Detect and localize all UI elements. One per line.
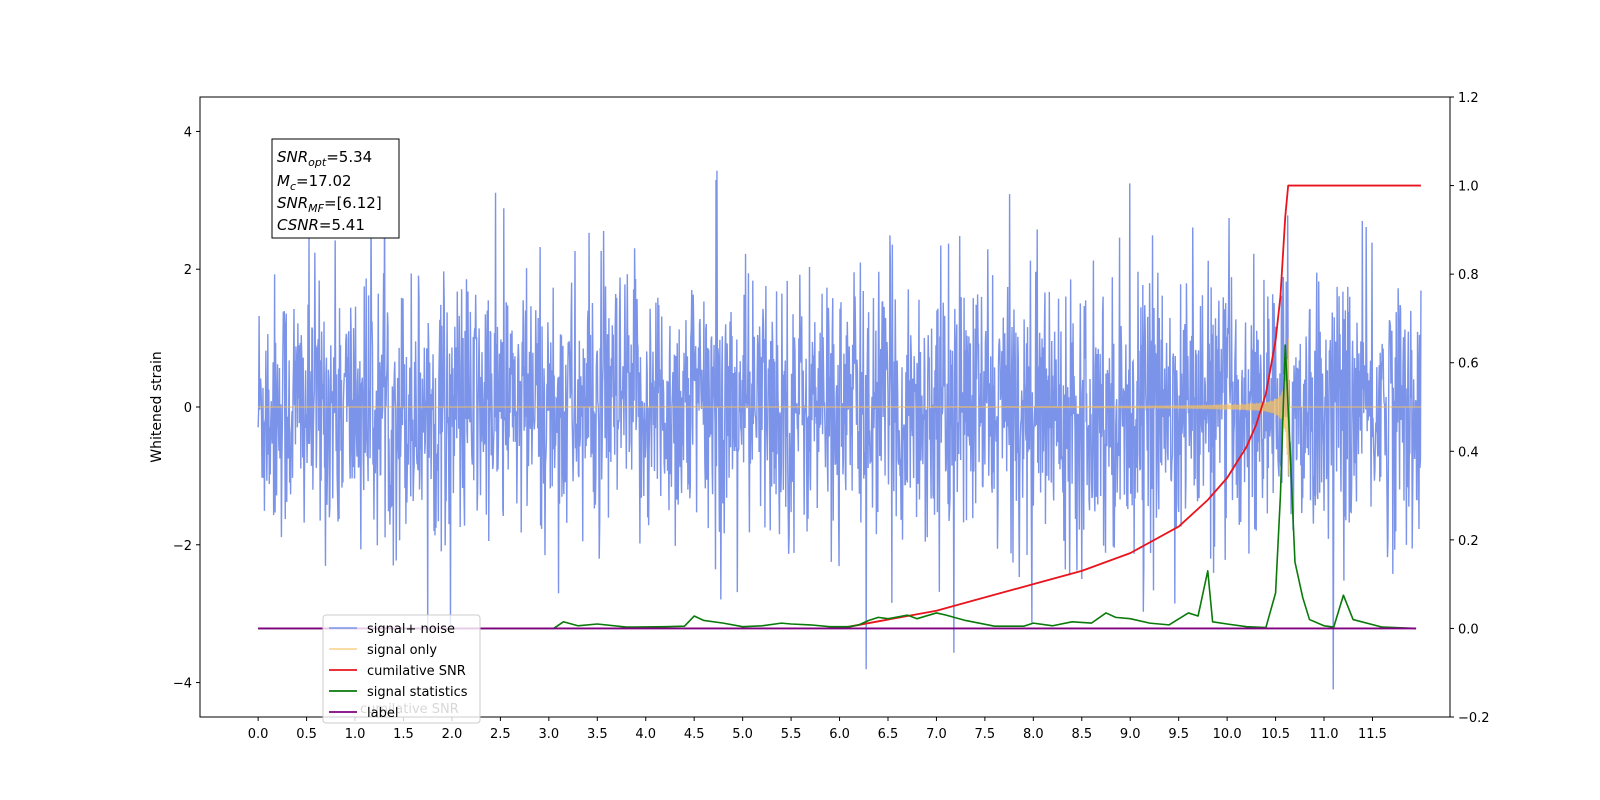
series-signal-noise [257,157,1422,690]
legend-label: signal statistics [367,685,468,700]
y-right-tick-label: 0.2 [1458,534,1479,549]
legend-label: signal+ noise [367,622,455,637]
legend-frame [322,614,481,724]
annotation-frame [271,138,400,239]
x-tick-label: 6.5 [878,727,899,742]
y-axis-label: Whitened strain [149,351,165,462]
series-signal-only [258,338,1421,476]
y-right-tick-label: 0.6 [1458,357,1479,372]
x-tick-label: 10.0 [1213,727,1242,742]
annotation-snr-opt: SNRopt=5.34 [277,148,372,169]
y-left-tick-label: 2 [184,263,192,278]
x-tick-label: 1.0 [345,727,366,742]
series-cumulative-snr [839,184,1421,630]
x-tick-label: 5.0 [732,727,753,742]
y-axis-right: 1.2 1.0 0.8 0.6 0.4 0.2 0.0 −0.2 [1450,91,1490,726]
x-tick-label: 9.0 [1120,727,1141,742]
x-tick-label: 0.0 [248,727,269,742]
x-tick-label: 7.5 [975,727,996,742]
x-tick-label: 4.0 [635,727,656,742]
y-right-tick-label: 0.0 [1458,622,1479,637]
y-right-tick-label: 0.8 [1458,268,1479,283]
legend: cumilative SNR signal+ noise signal only c… [322,614,481,724]
x-tick-label: 1.5 [393,727,414,742]
annotation-box: SNRopt=5.34 Mc=17.02 SNRMF=[6.12] CSNR=5… [271,138,400,239]
y-right-tick-label: 1.0 [1458,180,1479,195]
y-right-tick-label: 0.4 [1458,445,1479,460]
x-tick-label: 0.5 [296,727,317,742]
x-tick-label: 5.5 [781,727,802,742]
y-left-tick-label: 0 [184,401,192,416]
y-right-tick-label: −0.2 [1458,711,1490,726]
y-axis-left: 4 2 0 −2 −4 [173,125,200,692]
legend-label: signal only [367,643,437,658]
y-left-tick-label: 4 [184,125,192,140]
x-tick-label: 11.5 [1358,727,1387,742]
x-tick-label: 7.0 [926,727,947,742]
x-tick-label: 8.5 [1071,727,1092,742]
x-axis: 0.0 0.5 1.0 1.5 2.0 2.5 3.0 3.5 4.0 4.5 5.0 5.5 6.0 6… [248,717,1387,742]
y-right-tick-label: 1.2 [1458,91,1479,106]
x-tick-label: 8.0 [1023,727,1044,742]
annotation-mc: Mc=17.02 [277,172,352,193]
y-left-tick-label: −4 [173,677,192,692]
x-tick-label: 4.5 [684,727,705,742]
annotation-snr-mf: SNRMF=[6.12] [277,194,382,215]
x-tick-label: 2.5 [490,727,511,742]
legend-label: label [367,706,398,721]
x-tick-label: 11.0 [1310,727,1339,742]
x-tick-label: 6.0 [829,727,850,742]
annotation-csnr: CSNR=5.41 [277,216,365,234]
x-tick-label: 3.0 [538,727,559,742]
x-tick-label: 3.5 [587,727,608,742]
legend-overlap-text: cumilative SNR [360,702,459,717]
legend-label: cumilative SNR [367,664,466,679]
x-tick-label: 9.5 [1168,727,1189,742]
series-signal-statistics [258,344,1417,630]
y-left-tick-label: −2 [173,539,192,554]
x-tick-label: 10.5 [1261,727,1290,742]
x-tick-label: 2.0 [442,727,463,742]
